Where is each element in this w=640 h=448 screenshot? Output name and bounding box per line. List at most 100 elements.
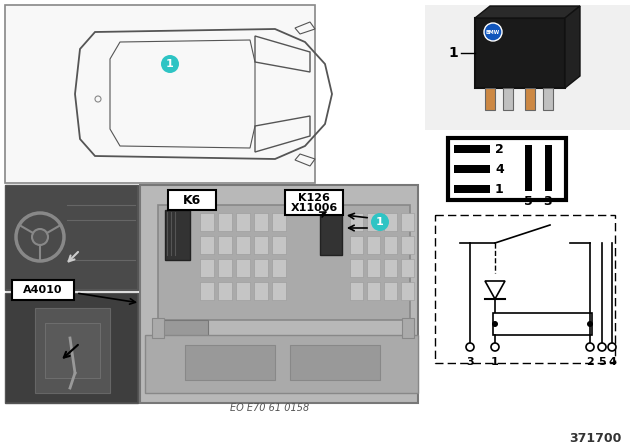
Bar — [545, 145, 552, 191]
Bar — [165, 210, 190, 260]
Bar — [367, 282, 380, 300]
Bar — [272, 236, 286, 254]
Text: 4: 4 — [495, 163, 504, 176]
Bar — [272, 213, 286, 231]
Bar — [145, 335, 418, 393]
Bar — [254, 213, 268, 231]
Bar — [290, 345, 380, 380]
Circle shape — [491, 343, 499, 351]
Text: 3: 3 — [466, 357, 474, 367]
Polygon shape — [485, 281, 505, 299]
Text: 1: 1 — [448, 46, 458, 60]
Circle shape — [598, 343, 606, 351]
Bar — [236, 213, 250, 231]
Text: 3: 3 — [544, 195, 552, 208]
Bar — [454, 185, 490, 193]
Bar — [401, 282, 414, 300]
Bar — [200, 213, 214, 231]
Bar — [448, 138, 566, 200]
Bar — [350, 282, 363, 300]
Bar — [384, 282, 397, 300]
Bar — [384, 236, 397, 254]
Bar — [401, 236, 414, 254]
Circle shape — [484, 23, 502, 41]
Bar — [6, 186, 137, 289]
Text: BMW: BMW — [486, 30, 500, 34]
Circle shape — [161, 55, 179, 73]
Text: 1: 1 — [491, 357, 499, 367]
Bar — [454, 165, 490, 173]
Polygon shape — [475, 6, 580, 18]
Bar — [168, 190, 216, 210]
Circle shape — [492, 321, 498, 327]
Bar — [272, 259, 286, 277]
Bar — [218, 236, 232, 254]
Bar — [350, 213, 363, 231]
Bar — [185, 345, 275, 380]
Bar — [402, 318, 414, 338]
Bar — [45, 323, 100, 378]
Bar — [200, 259, 214, 277]
Polygon shape — [565, 6, 580, 88]
Bar — [493, 313, 592, 335]
Text: 5: 5 — [598, 357, 606, 367]
Text: 371700: 371700 — [569, 431, 621, 444]
Bar — [367, 259, 380, 277]
Bar — [254, 259, 268, 277]
Bar — [503, 88, 513, 110]
Bar — [236, 236, 250, 254]
Bar — [158, 320, 208, 350]
Bar — [320, 210, 342, 255]
Text: K126: K126 — [298, 193, 330, 203]
Bar — [350, 259, 363, 277]
Circle shape — [371, 213, 389, 231]
Circle shape — [32, 229, 48, 245]
Bar — [140, 185, 418, 403]
Bar — [401, 259, 414, 277]
Bar — [367, 213, 380, 231]
Bar — [525, 145, 532, 191]
Text: EO E70 61 0158: EO E70 61 0158 — [230, 403, 310, 413]
Bar — [236, 282, 250, 300]
Text: 1: 1 — [376, 217, 384, 227]
Bar — [152, 318, 164, 338]
Bar — [367, 236, 380, 254]
Bar — [5, 293, 138, 403]
Text: 1: 1 — [495, 182, 504, 195]
Bar — [12, 280, 74, 300]
Bar — [543, 88, 553, 110]
Text: X11006: X11006 — [291, 203, 338, 213]
Circle shape — [587, 321, 593, 327]
Bar — [401, 213, 414, 231]
Bar — [218, 282, 232, 300]
Text: 5: 5 — [524, 195, 532, 208]
Bar — [254, 236, 268, 254]
Bar — [272, 282, 286, 300]
Text: 2: 2 — [586, 357, 594, 367]
Bar — [200, 282, 214, 300]
Text: 1: 1 — [166, 59, 174, 69]
Circle shape — [466, 343, 474, 351]
Circle shape — [608, 343, 616, 351]
Text: 2: 2 — [495, 142, 504, 155]
Bar — [454, 145, 490, 153]
Bar — [218, 213, 232, 231]
Bar — [425, 5, 630, 130]
Bar — [200, 236, 214, 254]
Bar — [6, 294, 137, 402]
Bar — [485, 88, 495, 110]
Text: K6: K6 — [183, 194, 201, 207]
Circle shape — [586, 343, 594, 351]
Bar — [254, 282, 268, 300]
Bar — [435, 215, 615, 363]
Text: 4: 4 — [608, 357, 616, 367]
Bar — [5, 5, 315, 183]
Bar — [384, 213, 397, 231]
Bar — [384, 259, 397, 277]
Bar — [525, 88, 535, 110]
Bar — [285, 190, 343, 215]
Bar — [218, 259, 232, 277]
Text: A4010: A4010 — [23, 285, 63, 295]
Bar — [236, 259, 250, 277]
Bar — [35, 308, 110, 393]
